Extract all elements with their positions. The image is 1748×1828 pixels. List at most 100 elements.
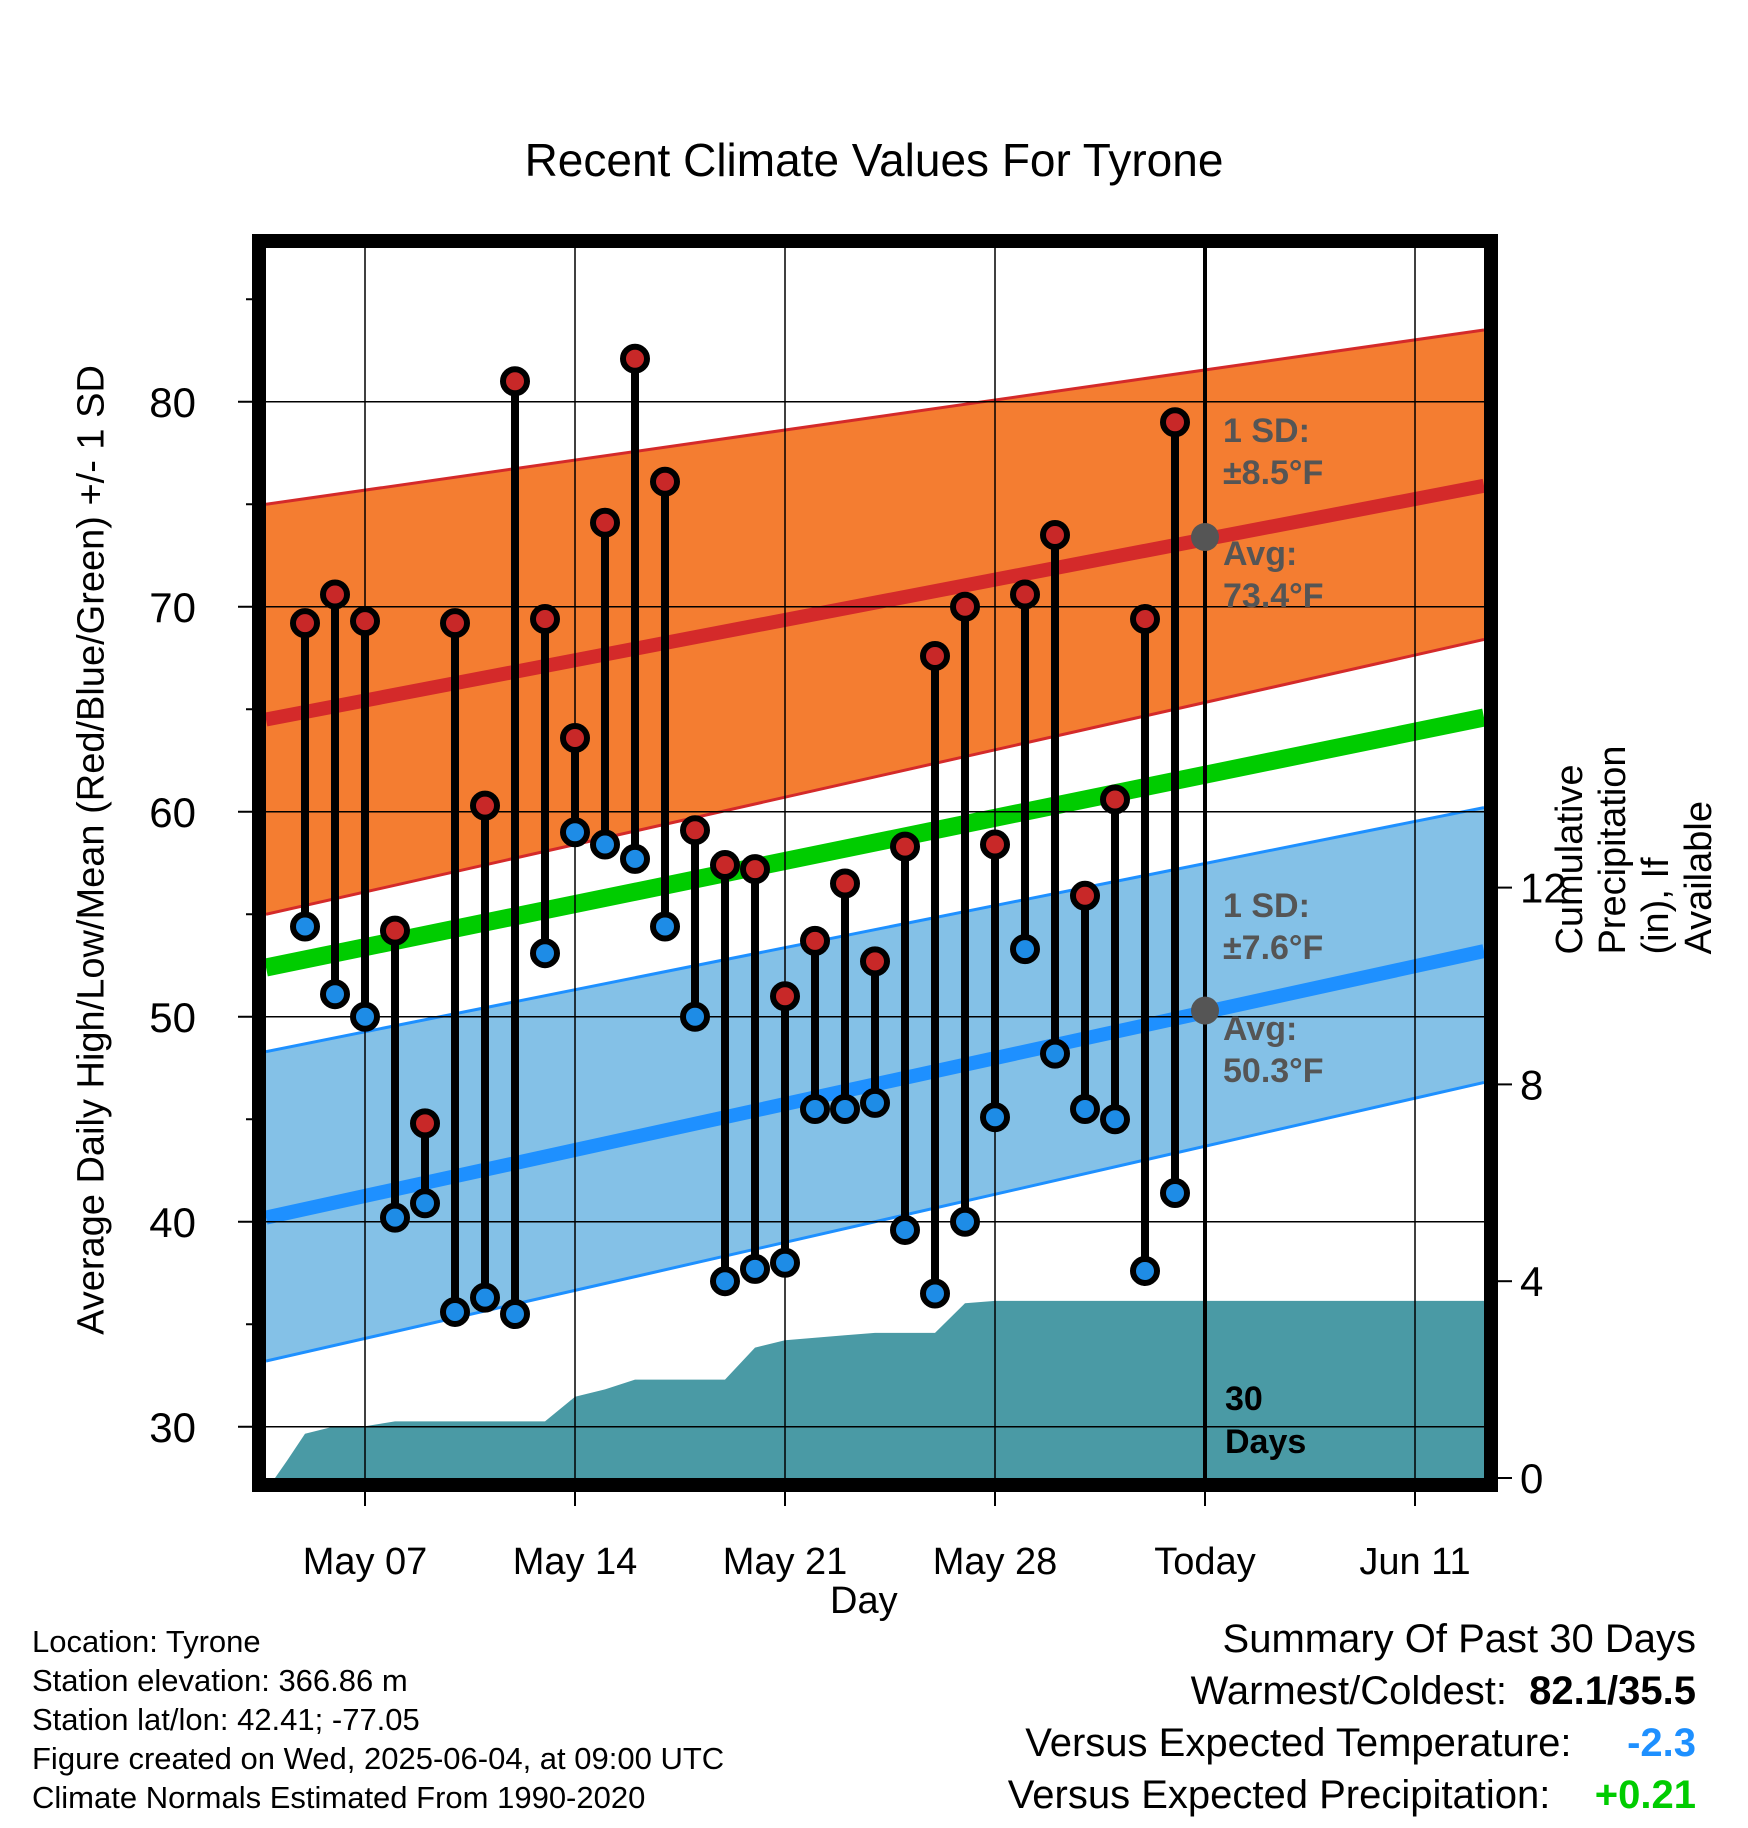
low-point [470,1282,500,1313]
low-point [410,1188,440,1219]
precip-label: Versus Expected Precipitation: [1007,1773,1551,1817]
x-tick-label: May 07 [303,1541,428,1583]
high-point [680,815,710,846]
y-tick-label-left: 70 [149,584,196,631]
high-point [290,608,320,639]
low-point [920,1278,950,1309]
high-point [410,1108,440,1139]
high-mean-line [266,478,1484,727]
info-normals: Climate Normals Estimated From 1990-2020 [32,1780,646,1815]
chart-title: Recent Climate Values For Tyrone [524,134,1224,186]
y-tick-label-right: 8 [1520,1061,1543,1108]
low-point [380,1202,410,1233]
low-point [1160,1178,1190,1209]
low-point [1040,1038,1070,1069]
x-tick-label: Jun 11 [1359,1541,1470,1583]
y-tick-label-right: 0 [1520,1455,1543,1502]
info-location: Location: Tyrone [32,1624,261,1659]
low-point [1070,1094,1100,1124]
low-point [800,1094,830,1124]
info-created: Figure created on Wed, 2025-06-04, at 09… [32,1741,725,1776]
high-point [920,640,950,671]
high-point [890,831,920,862]
high-point [800,925,830,956]
high-point [380,915,410,946]
high-avg-value: 73.4°F [1223,577,1324,615]
high-point [950,591,980,622]
summary-precip: Versus Expected Precipitation: +0.21 [1008,1773,1696,1818]
days-count-number: 30 [1225,1380,1263,1418]
low-point [650,911,680,942]
high-point [500,366,530,397]
low-point [950,1206,980,1237]
low-point [320,979,350,1010]
plot-frame [252,234,1498,1492]
y-tick-label-right: 4 [1520,1258,1543,1305]
precip-value: +0.21 [1594,1773,1696,1817]
high-point [1010,579,1040,610]
high-point [620,343,650,374]
high-point [1100,784,1130,815]
high-point [530,604,560,635]
high-point [560,722,590,753]
high-avg-today-marker [1191,523,1219,552]
high-point [770,981,800,1012]
warm-cold-value: 82.1/35.5 [1529,1669,1696,1713]
summary-warm-cold: Warmest/Coldest: 82.1/35.5 [1191,1669,1696,1714]
high-point [980,829,1010,860]
low-point [890,1214,920,1245]
y-axis-label-right: Cumulative Precipitation (in), If Availa… [1549,745,1720,955]
high-point [830,868,860,899]
low-point [860,1087,890,1118]
summary-temp: Versus Expected Temperature: -2.3 [1025,1721,1696,1766]
low-sd-band-upper-edge [266,806,1484,1054]
info-latlon: Station lat/lon: 42.41; -77.05 [32,1702,420,1737]
y-tick-label-left: 80 [149,379,196,426]
y-tick-label-left: 30 [149,1404,196,1451]
low-sd-label: 1 SD: [1223,887,1310,925]
y-tick-label-left: 40 [149,1199,196,1246]
high-point [860,946,890,977]
high-point [440,608,470,639]
high-point [1070,880,1100,911]
summary-heading: Summary Of Past 30 Days [1222,1617,1696,1661]
high-point [470,790,500,821]
y-axis-label-left: Average Daily High/Low/Mean (Red/Blue/Gr… [70,365,113,1335]
days-count-word: Days [1225,1423,1306,1461]
low-point [1130,1255,1160,1286]
low-avg-today-marker [1191,996,1219,1025]
y-tick-label-right: 12 [1520,865,1567,912]
high-point [350,606,380,637]
low-avg-label: Avg: [1223,1010,1297,1048]
low-point [590,829,620,860]
high-point [1160,407,1190,438]
low-point [500,1299,530,1329]
high-sd-value: ±8.5°F [1223,454,1323,492]
high-point [740,854,770,885]
high-avg-label: Avg: [1223,535,1297,573]
low-point [350,1001,380,1032]
low-point [560,817,590,848]
high-point [590,507,620,538]
low-point [740,1253,770,1284]
high-point [320,579,350,610]
y-tick-label-left: 60 [149,789,196,836]
high-point [1040,520,1070,550]
low-point [1010,934,1040,965]
x-tick-label: May 14 [513,1541,638,1583]
high-sd-band-upper-edge [266,328,1484,506]
x-axis-label: Day [830,1580,898,1622]
high-sd-label: 1 SD: [1223,412,1310,450]
low-point [1100,1104,1130,1135]
temp-label: Versus Expected Temperature: [1025,1721,1572,1765]
low-point [290,911,320,942]
low-point [770,1247,800,1278]
info-elevation: Station elevation: 366.86 m [32,1663,408,1698]
y-tick-label-left: 50 [149,994,196,1041]
low-point [710,1266,740,1297]
low-point [830,1094,860,1124]
low-point [440,1296,470,1327]
mean-line [266,708,1484,977]
high-sd-band [266,330,1484,915]
